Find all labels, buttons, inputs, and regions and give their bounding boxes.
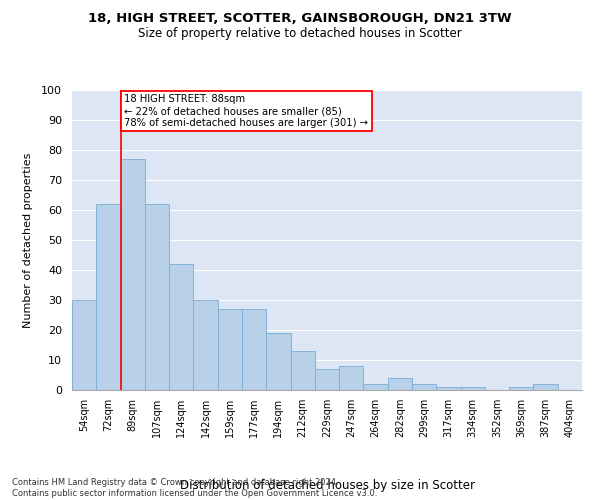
Bar xyxy=(461,387,485,390)
Bar xyxy=(145,204,169,390)
Bar xyxy=(72,300,96,390)
Y-axis label: Number of detached properties: Number of detached properties xyxy=(23,152,33,328)
Bar xyxy=(266,333,290,390)
Text: Size of property relative to detached houses in Scotter: Size of property relative to detached ho… xyxy=(138,28,462,40)
Bar xyxy=(388,378,412,390)
Bar xyxy=(242,309,266,390)
Text: Contains HM Land Registry data © Crown copyright and database right 2024.
Contai: Contains HM Land Registry data © Crown c… xyxy=(12,478,377,498)
Bar xyxy=(290,351,315,390)
Bar xyxy=(436,387,461,390)
Bar xyxy=(169,264,193,390)
Bar xyxy=(121,159,145,390)
Bar xyxy=(218,309,242,390)
Bar xyxy=(193,300,218,390)
Bar xyxy=(412,384,436,390)
Bar xyxy=(533,384,558,390)
Bar xyxy=(364,384,388,390)
Bar xyxy=(315,369,339,390)
X-axis label: Distribution of detached houses by size in Scotter: Distribution of detached houses by size … xyxy=(179,478,475,492)
Text: 18, HIGH STREET, SCOTTER, GAINSBOROUGH, DN21 3TW: 18, HIGH STREET, SCOTTER, GAINSBOROUGH, … xyxy=(88,12,512,26)
Bar xyxy=(339,366,364,390)
Bar xyxy=(509,387,533,390)
Bar xyxy=(96,204,121,390)
Text: 18 HIGH STREET: 88sqm
← 22% of detached houses are smaller (85)
78% of semi-deta: 18 HIGH STREET: 88sqm ← 22% of detached … xyxy=(124,94,368,128)
